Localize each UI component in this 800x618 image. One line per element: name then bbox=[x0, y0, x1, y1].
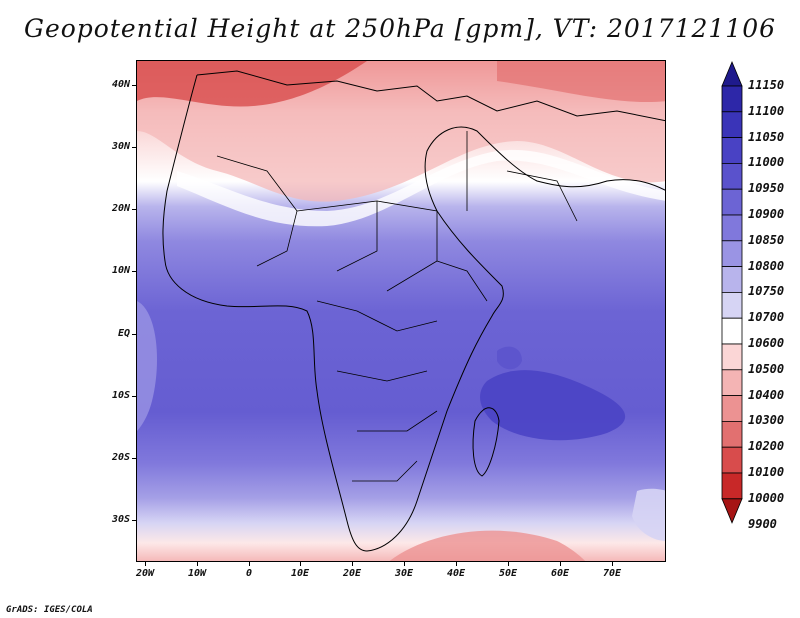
colorbar-label: 10950 bbox=[748, 181, 785, 196]
lon-label-0: 0 bbox=[245, 568, 253, 579]
chart-title: Geopotential Height at 250hPa [gpm], VT:… bbox=[23, 14, 777, 43]
colorbar-label: 10850 bbox=[748, 232, 785, 247]
height-field-map bbox=[137, 61, 665, 561]
lat-tick bbox=[132, 209, 136, 210]
lon-label-70e: 70E bbox=[602, 568, 622, 579]
colorbar-cell bbox=[721, 420, 743, 448]
colorbar-label: 10200 bbox=[748, 439, 785, 454]
lon-tick bbox=[404, 562, 405, 566]
colorbar-label: 10750 bbox=[748, 284, 785, 299]
lon-tick bbox=[197, 562, 198, 566]
country-borders bbox=[216, 131, 578, 482]
lon-label-60e: 60E bbox=[550, 568, 570, 579]
colorbar-label: 9900 bbox=[748, 516, 777, 531]
colorbar-label: 10500 bbox=[748, 361, 785, 376]
colorbar-cell bbox=[721, 395, 743, 422]
colorbar-cell bbox=[721, 137, 743, 164]
lat-tick bbox=[132, 520, 136, 521]
lon-tick bbox=[560, 562, 561, 566]
lon-label-10e: 10E bbox=[290, 568, 310, 579]
lat-label-10s: 10S bbox=[111, 390, 130, 401]
colorbar-cell bbox=[721, 343, 743, 371]
high-region-northeast bbox=[497, 61, 665, 102]
lon-tick bbox=[249, 562, 250, 566]
colorbar-bottom-arrow bbox=[721, 498, 743, 524]
lon-label-10w: 10W bbox=[187, 568, 207, 579]
lat-tick bbox=[132, 147, 136, 148]
colorbar-label: 11150 bbox=[748, 78, 785, 92]
colorbar-cell bbox=[721, 240, 743, 268]
lat-tick bbox=[132, 85, 136, 86]
colorbar-cell bbox=[721, 472, 743, 500]
warm-region-south bbox=[389, 530, 586, 561]
colorbar-cell bbox=[721, 291, 743, 319]
lon-tick bbox=[508, 562, 509, 566]
lat-label-10n: 10N bbox=[111, 265, 130, 276]
colorbar-cell bbox=[721, 266, 743, 293]
colorbar-cell bbox=[721, 317, 743, 345]
map-panel bbox=[136, 60, 666, 562]
colorbar-cell bbox=[721, 163, 743, 190]
lat-tick bbox=[132, 396, 136, 397]
lon-label-20w: 20W bbox=[135, 568, 155, 579]
colorbar-label: 11100 bbox=[748, 103, 785, 118]
colorbar-label: 10100 bbox=[748, 465, 785, 479]
lon-label-40e: 40E bbox=[446, 568, 466, 579]
lon-tick bbox=[300, 562, 301, 566]
lat-label-20n: 20N bbox=[111, 203, 130, 214]
light-region-west bbox=[137, 301, 157, 431]
light-region-southeast bbox=[632, 488, 665, 541]
lat-label-30s: 30S bbox=[111, 514, 130, 525]
lon-tick bbox=[612, 562, 613, 566]
lat-label-eq: EQ bbox=[117, 328, 130, 339]
lon-tick bbox=[456, 562, 457, 566]
coastlines bbox=[162, 70, 665, 552]
lat-label-30n: 30N bbox=[111, 141, 130, 152]
colorbar-label: 10900 bbox=[748, 207, 785, 221]
colorbar-label: 10400 bbox=[748, 387, 785, 402]
contour-band-10700 bbox=[177, 149, 665, 227]
colorbar-cell bbox=[721, 111, 743, 138]
lon-tick bbox=[145, 562, 146, 566]
colorbar-cell bbox=[721, 446, 743, 474]
lon-label-50e: 50E bbox=[498, 568, 518, 579]
colorbar-cell bbox=[721, 85, 743, 113]
low-center-indian-ocean bbox=[480, 370, 626, 441]
colorbar-label: 10800 bbox=[748, 258, 785, 273]
colorbar-cell bbox=[721, 188, 743, 216]
lat-tick bbox=[132, 458, 136, 459]
colorbar-top-arrow bbox=[721, 60, 743, 87]
high-center-northwest bbox=[137, 61, 367, 107]
colorbar-label: 10000 bbox=[748, 490, 785, 505]
colorbar-cell bbox=[721, 214, 743, 242]
colorbar-label: 10300 bbox=[748, 413, 785, 428]
lat-tick bbox=[132, 271, 136, 272]
lat-label-20s: 20S bbox=[111, 452, 130, 463]
lat-label-40n: 40N bbox=[111, 79, 130, 90]
colorbar-cells bbox=[721, 60, 743, 524]
colorbar-label: 10600 bbox=[748, 336, 785, 350]
colorbar-cell bbox=[721, 369, 743, 396]
colorbar bbox=[721, 60, 743, 524]
colorbar-label: 11050 bbox=[748, 129, 785, 144]
colorbar-label: 11000 bbox=[748, 155, 785, 170]
lon-label-30e: 30E bbox=[394, 568, 414, 579]
lon-tick bbox=[352, 562, 353, 566]
lon-label-20e: 20E bbox=[342, 568, 362, 579]
low-cell-east bbox=[497, 346, 522, 370]
colorbar-label: 10700 bbox=[748, 310, 785, 325]
grads-credit: GrADS: IGES/COLA bbox=[6, 605, 93, 615]
lat-tick bbox=[132, 334, 136, 335]
